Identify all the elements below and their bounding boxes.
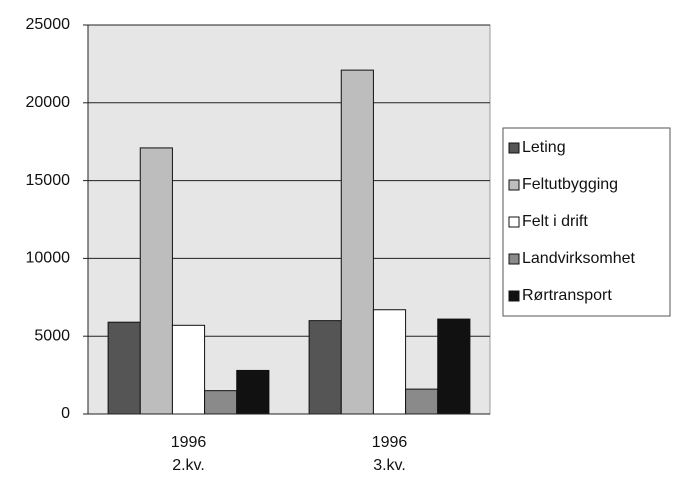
y-tick-label: 15000: [26, 172, 71, 189]
legend-label: Felt i drift: [522, 213, 588, 230]
bar: [139, 147, 173, 415]
x-tick-label: 1996: [171, 434, 207, 451]
legend-label: Landvirksomhet: [522, 250, 636, 267]
legend-label: Feltutbygging: [522, 176, 618, 193]
bar: [236, 369, 270, 415]
bar: [204, 390, 238, 415]
y-tick-label: 20000: [26, 94, 71, 111]
y-tick-label: 5000: [34, 327, 70, 344]
bar: [405, 388, 439, 415]
bar: [308, 320, 342, 415]
bar: [437, 318, 471, 415]
bar: [372, 309, 407, 415]
legend-swatch: [508, 142, 520, 154]
legend-box: [502, 127, 671, 317]
x-tick-label: 1996: [372, 434, 408, 451]
legend-swatch: [508, 179, 520, 191]
bar: [107, 321, 141, 415]
legend-swatch: [508, 253, 520, 265]
x-tick-label: 3.kv.: [373, 457, 406, 474]
legend-swatch: [508, 290, 520, 302]
y-tick-label: 25000: [26, 16, 71, 33]
legend-label: Leting: [522, 139, 566, 156]
bar: [340, 69, 374, 415]
y-tick-label: 0: [61, 405, 70, 422]
legend-label: Rørtransport: [522, 287, 612, 304]
bar: [171, 324, 206, 415]
legend-swatch: [508, 216, 520, 228]
y-tick-label: 10000: [26, 250, 71, 267]
x-tick-label: 2.kv.: [172, 457, 205, 474]
